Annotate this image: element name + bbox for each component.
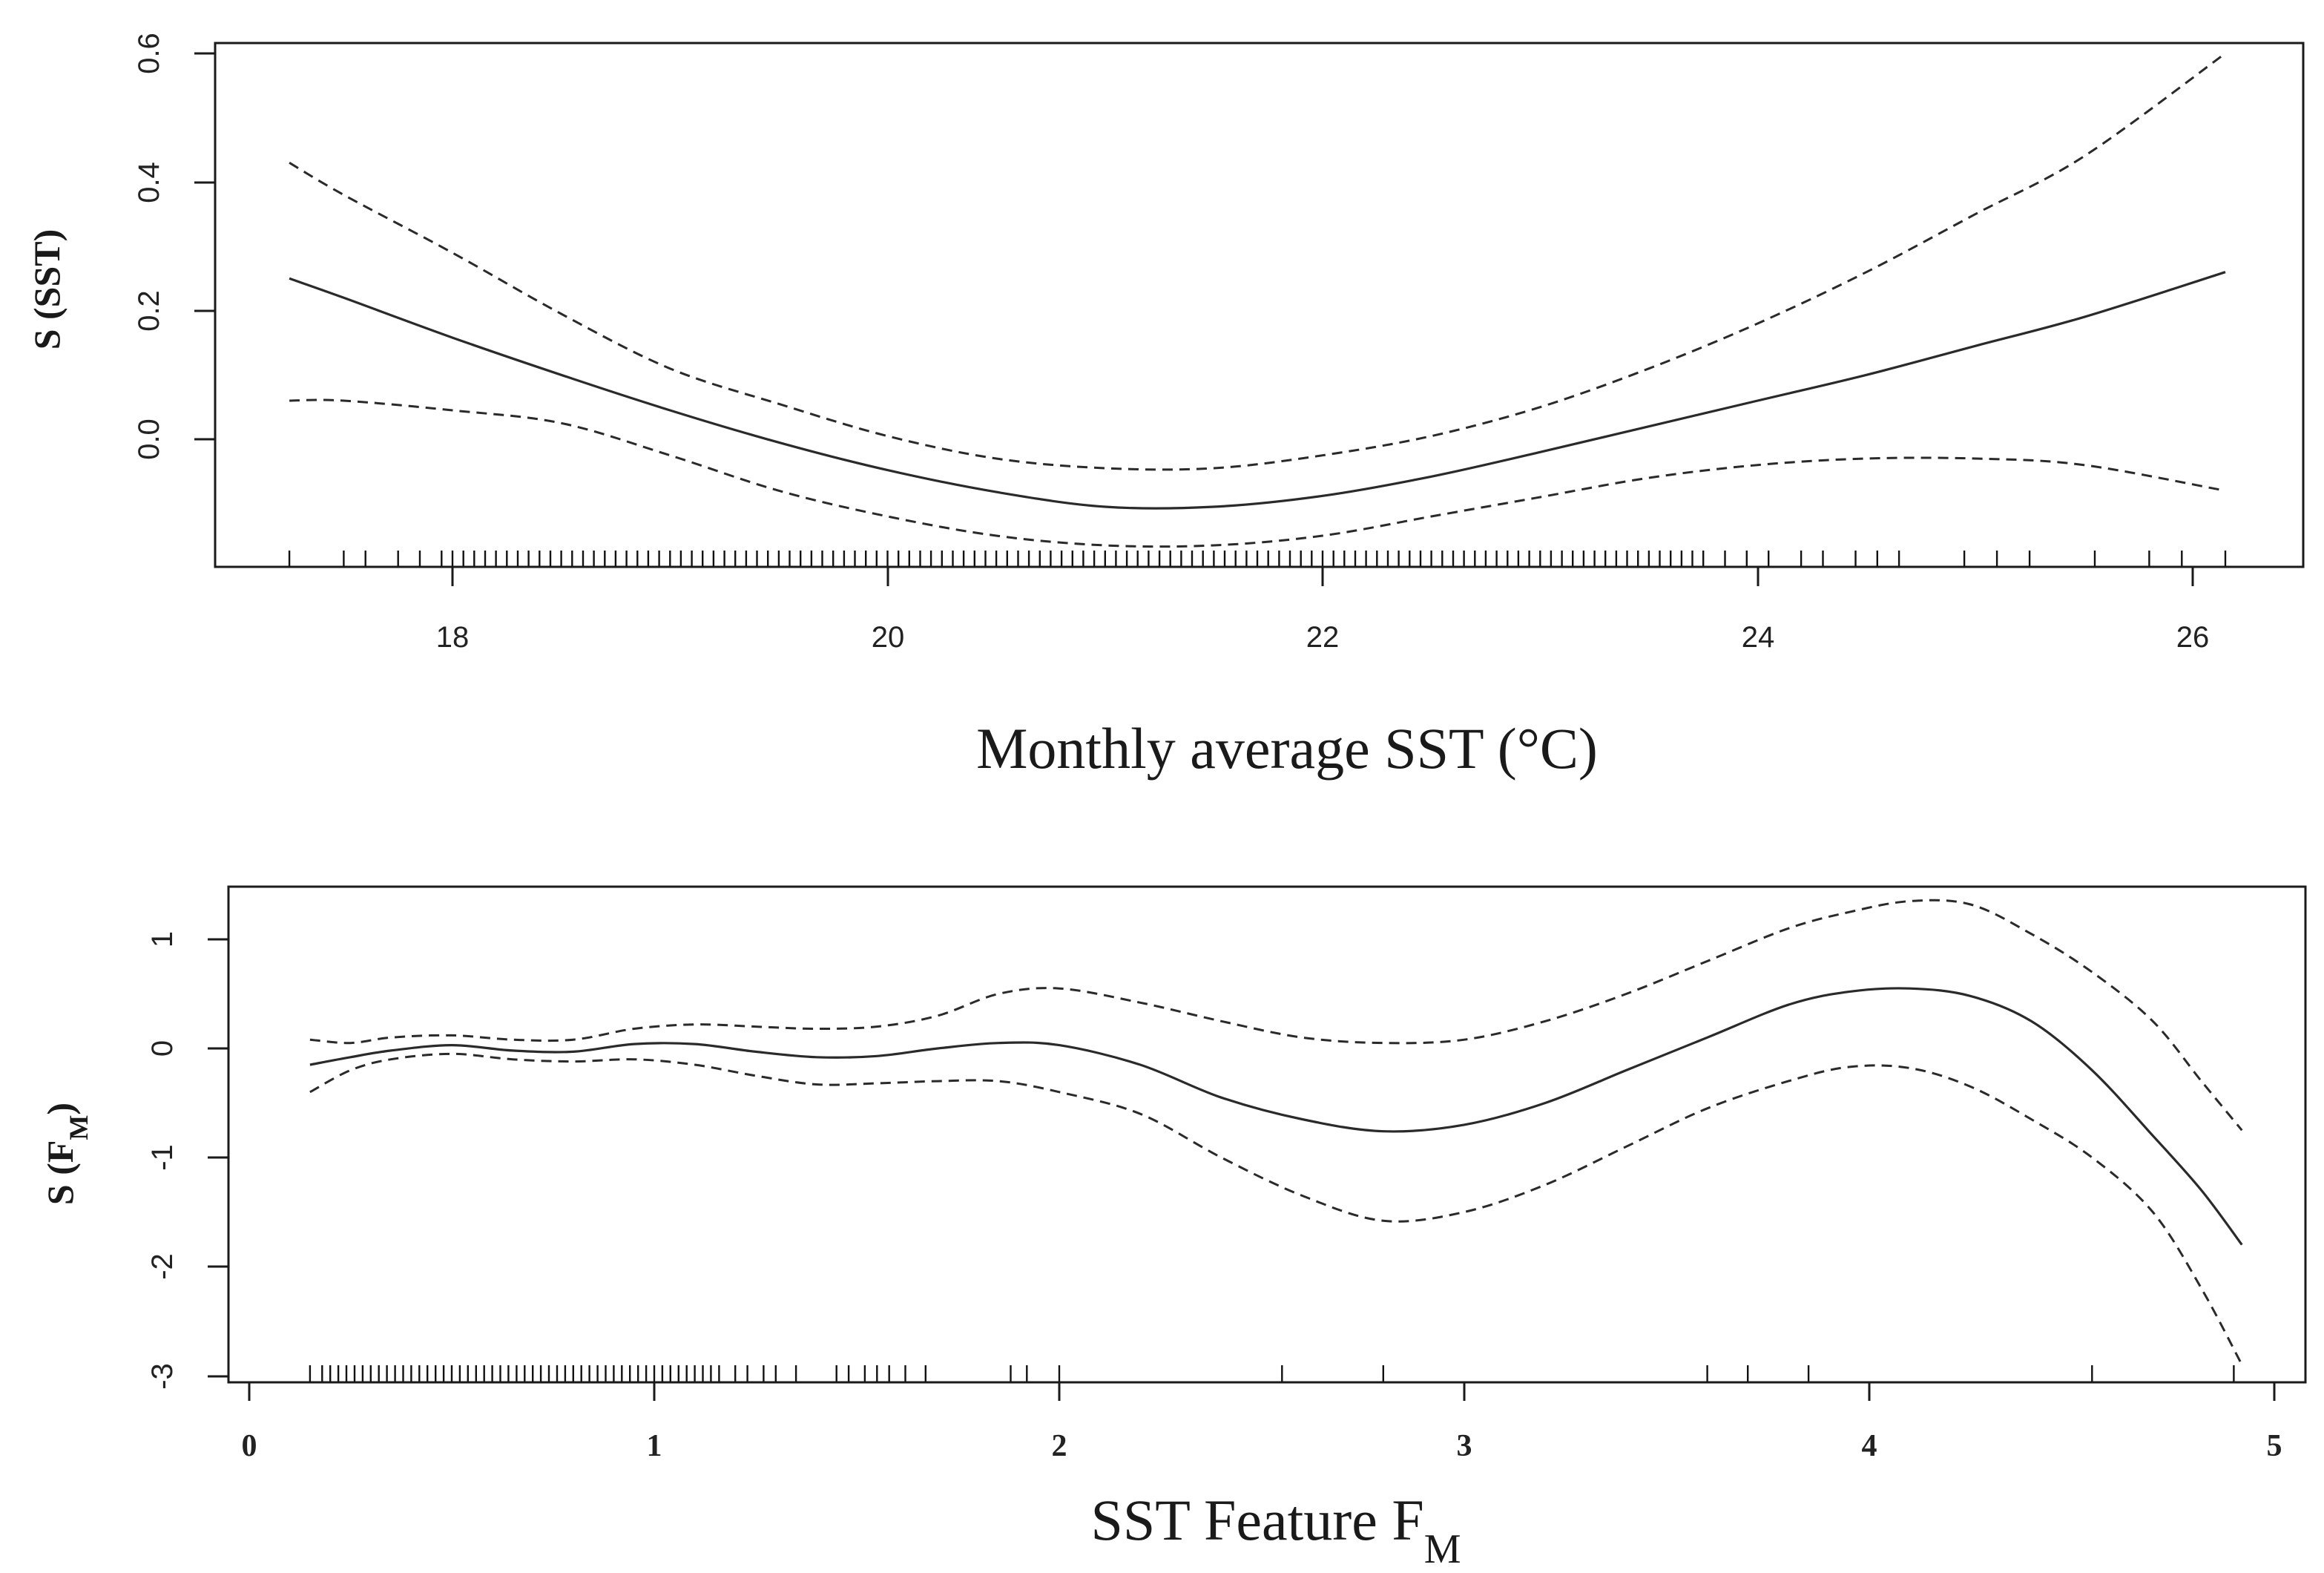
- y-axis-title-sst: S (SST): [26, 229, 68, 350]
- x-tick-label-fm-3: 3: [1457, 1429, 1472, 1463]
- x-tick-label-sst-2: 22: [1306, 621, 1340, 654]
- y-tick-label-sst-1: 0.2: [133, 290, 165, 332]
- x-tick-label-sst-4: 26: [2176, 621, 2210, 654]
- sst-series-upper-95-ci: [289, 52, 2226, 471]
- plot-frame-fm: [227, 885, 2307, 1384]
- y-tick-label-fm-4: 1: [146, 931, 179, 948]
- x-axis-fm: 0 1 2 3 4 5: [242, 1382, 2282, 1463]
- x-tick-label-fm-4: 4: [1862, 1429, 1877, 1463]
- y-tick-label-fm-0: -3: [146, 1363, 179, 1390]
- x-axis-title-fm-main: SST Feature F: [1090, 1488, 1423, 1552]
- fm-series-fit: [309, 987, 2243, 1246]
- y-tick-label-sst-0: 0.0: [133, 418, 165, 460]
- plot-frame-sst: [214, 42, 2305, 568]
- x-tick-label-sst-3: 24: [1742, 621, 1775, 654]
- rug-fm: [309, 1365, 2235, 1382]
- y-tick-label-fm-1: -2: [146, 1253, 179, 1280]
- x-tick-label-fm-1: 1: [647, 1429, 662, 1463]
- chart-fm: -3 -2 -1 0 1 0 1 2 3 4 5 SST Feature FM …: [39, 885, 2307, 1572]
- x-tick-label-sst-1: 20: [872, 621, 905, 654]
- sst-series-fit: [289, 271, 2226, 510]
- sst-series-lower-95-ci: [289, 398, 2226, 548]
- lines-fm: [309, 899, 2243, 1366]
- x-tick-label-sst-0: 18: [436, 621, 470, 654]
- x-tick-label-fm-0: 0: [242, 1429, 257, 1463]
- rug-sst: [288, 551, 2227, 566]
- fm-series-lower-95-ci: [309, 1052, 2243, 1366]
- y-tick-label-sst-2: 0.4: [133, 162, 165, 203]
- y-axis-sst: 0.0 0.2 0.4 0.6: [133, 33, 215, 460]
- x-axis-title-sst: Monthly average SST (°C): [976, 716, 1598, 781]
- y-tick-label-sst-3: 0.6: [133, 33, 165, 74]
- y-axis-title-fm-end: ): [39, 1103, 81, 1115]
- y-axis-title-fm: S (FM): [39, 1103, 93, 1205]
- x-axis-sst: 18 20 22 24 26: [436, 567, 2210, 654]
- x-axis-title-fm-sub: M: [1424, 1526, 1461, 1572]
- chart-sst: 0.0 0.2 0.4 0.6 18 20 22 24 26 Monthly a…: [26, 33, 2305, 781]
- y-axis-title-fm-main: S (F: [39, 1140, 81, 1206]
- y-tick-label-fm-3: 0: [146, 1040, 179, 1057]
- fm-series-upper-95-ci: [309, 899, 2243, 1132]
- x-tick-label-fm-5: 5: [2267, 1429, 2282, 1463]
- y-axis-title-fm-sub: M: [64, 1115, 93, 1140]
- lines-sst: [289, 52, 2226, 548]
- y-axis-fm: -3 -2 -1 0 1: [146, 931, 228, 1390]
- y-tick-label-fm-2: -1: [146, 1144, 179, 1171]
- x-tick-label-fm-2: 2: [1052, 1429, 1067, 1463]
- x-axis-title-fm: SST Feature FM: [1090, 1488, 1461, 1572]
